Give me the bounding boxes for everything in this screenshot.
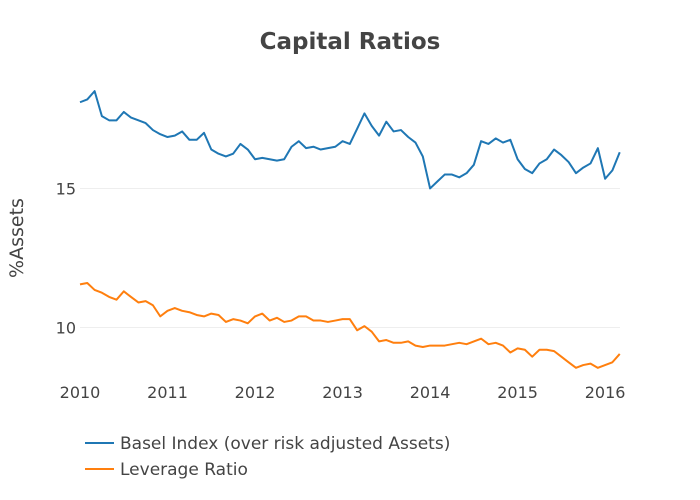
series-line	[79, 282, 621, 369]
legend-entry: Basel Index (over risk adjusted Assets)	[120, 434, 450, 454]
chart-title: Capital Ratios	[260, 29, 441, 55]
x-tick-label: 2014	[410, 383, 451, 402]
y-axis-title: %Assets	[6, 198, 28, 278]
x-tick-label: 2013	[322, 383, 363, 402]
x-tick-label: 2011	[147, 383, 188, 402]
x-tick-label: 2015	[497, 383, 538, 402]
legend: Basel Index (over risk adjusted Assets) L…	[85, 434, 450, 480]
grid	[80, 187, 620, 329]
x-tick-label: 2010	[60, 383, 101, 402]
x-tick-label: 2012	[235, 383, 276, 402]
legend-entry: Leverage Ratio	[120, 460, 248, 480]
plot-area	[79, 90, 621, 369]
series-line	[79, 90, 621, 190]
x-tick-label: 2016	[585, 383, 626, 402]
y-tick-label: 15	[56, 179, 76, 198]
x-axis: 2010 2011 2012 2013 2014 2015 2016	[60, 383, 626, 402]
y-axis: 10 15	[56, 179, 76, 337]
y-tick-label: 10	[56, 319, 76, 338]
